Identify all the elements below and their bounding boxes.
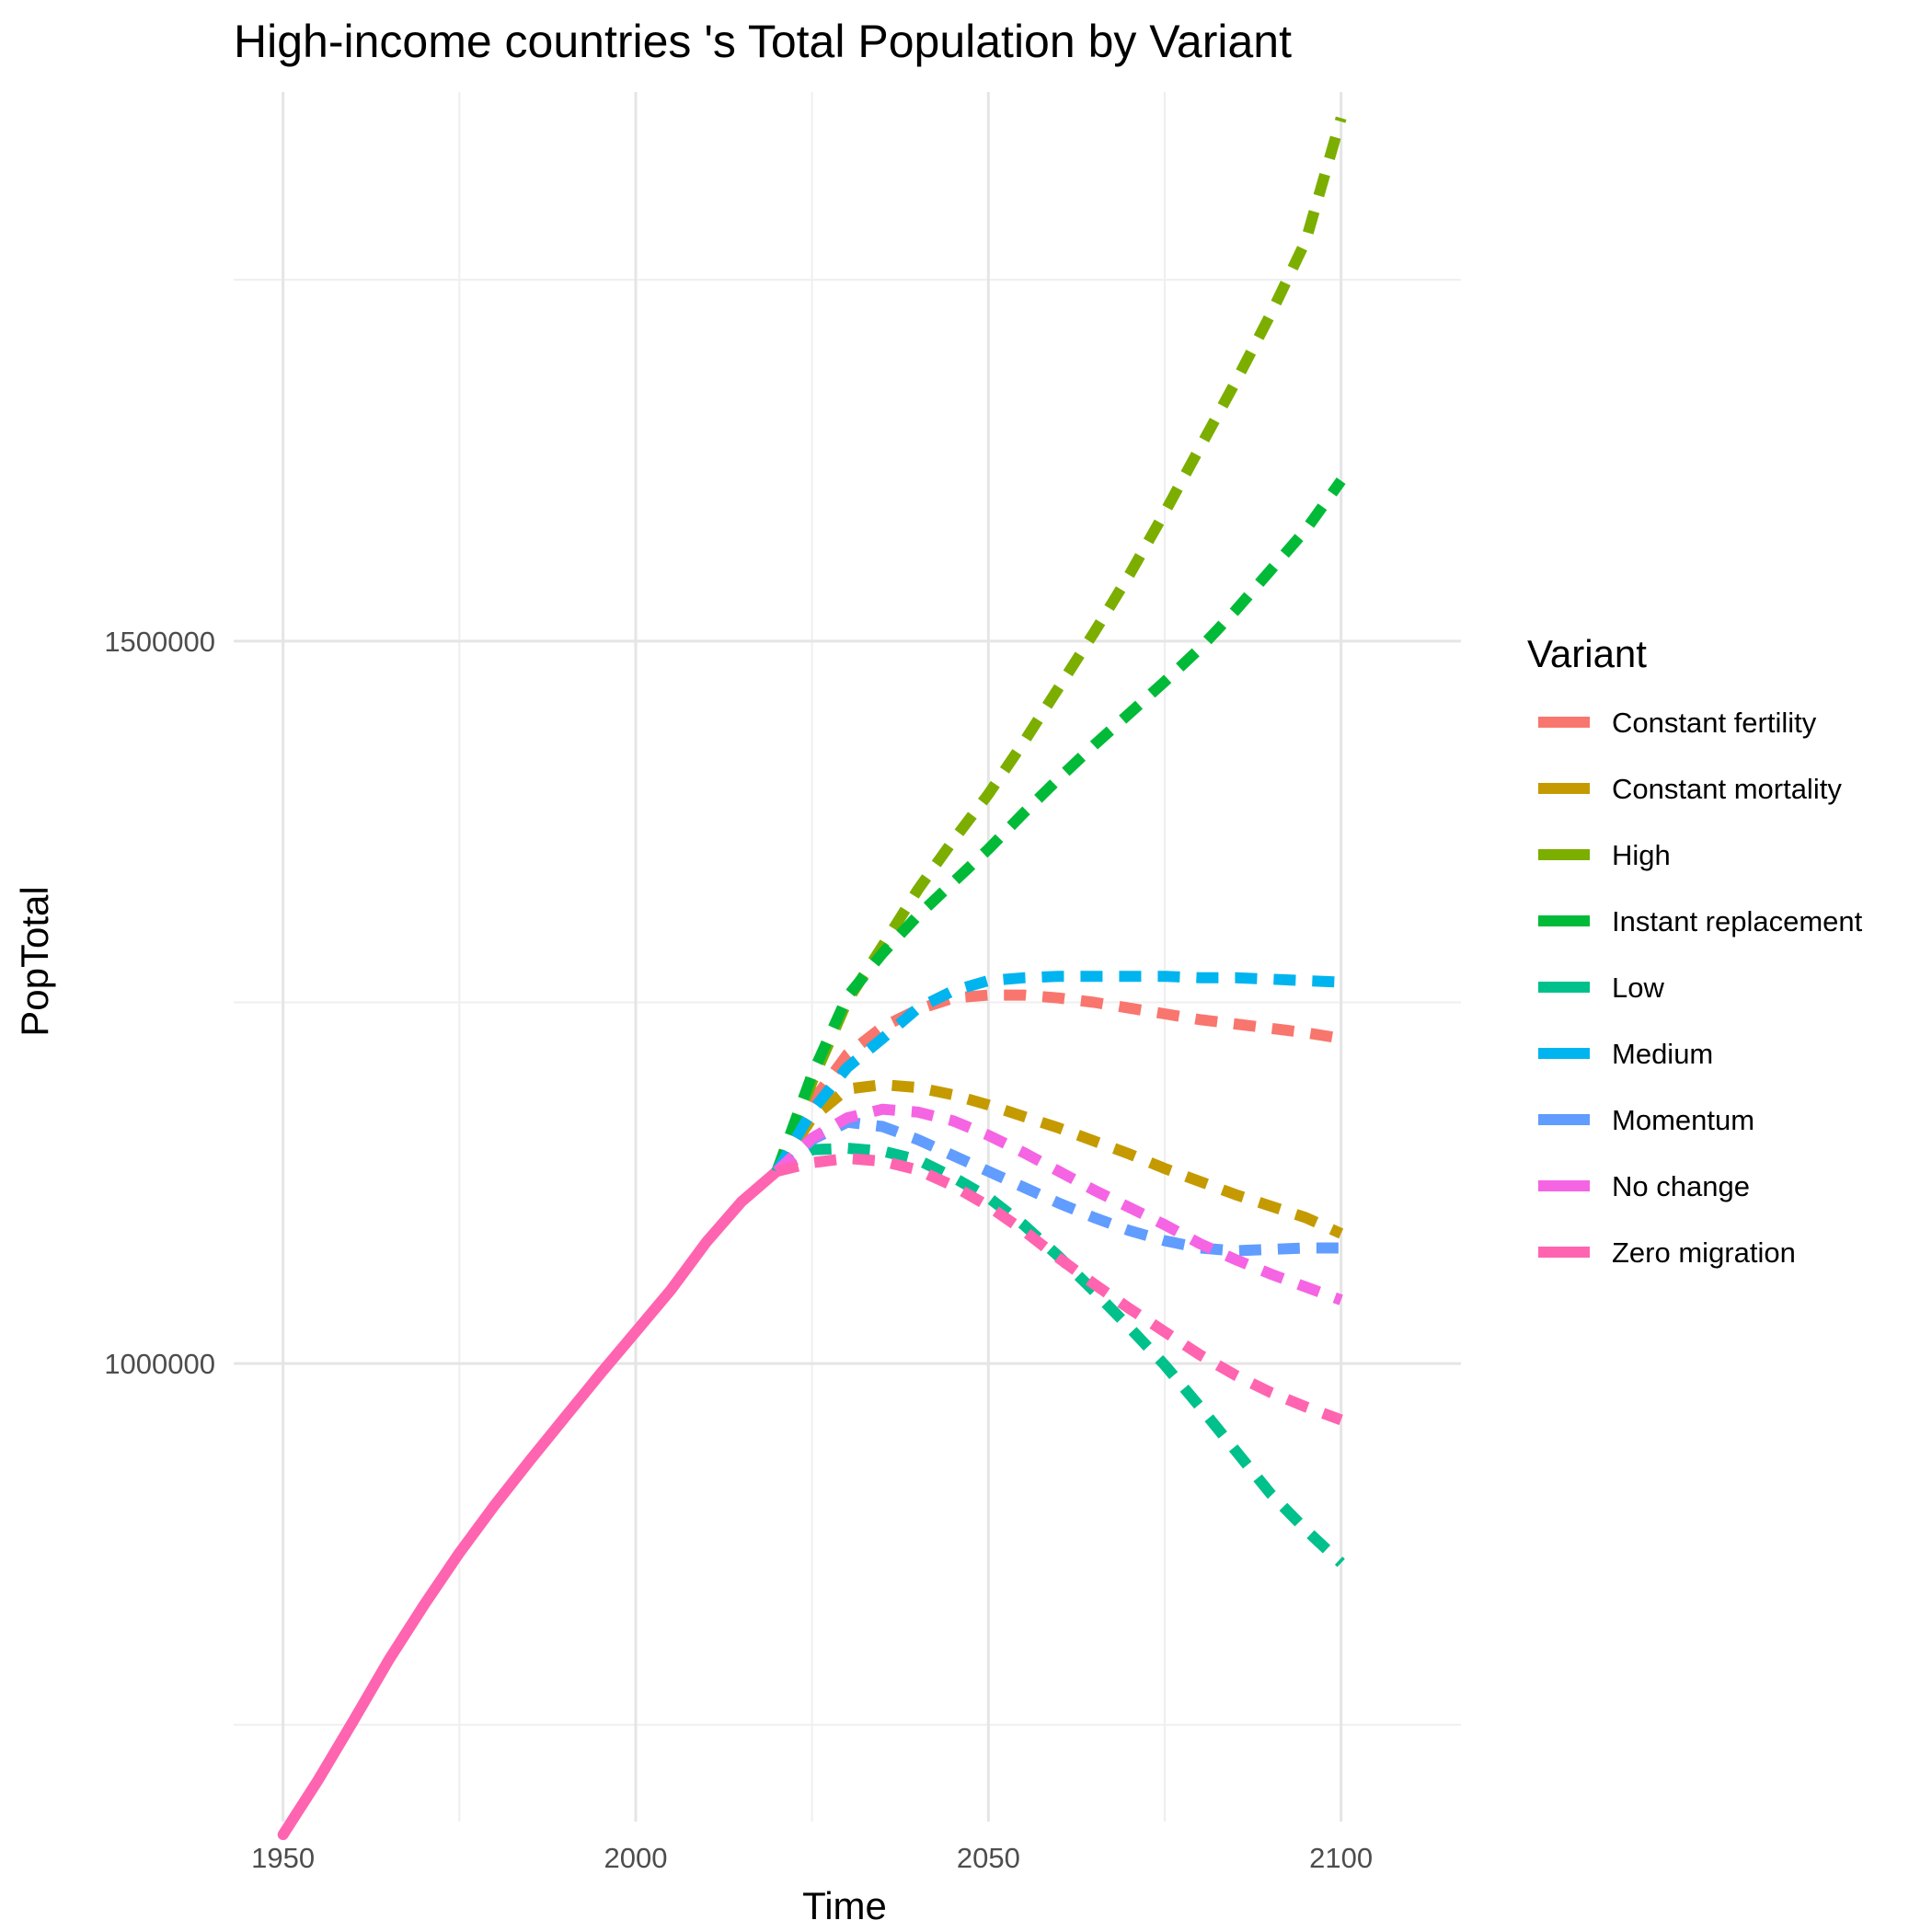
y-axis-title: PopTotal <box>13 886 56 1036</box>
legend-label: Medium <box>1612 1038 1713 1070</box>
legend-label: Instant replacement <box>1612 905 1863 937</box>
series-line-constant-mortality <box>772 1079 1344 1239</box>
chart-title: High-income countries 's Total Populatio… <box>234 16 1292 67</box>
x-axis-title: Time <box>802 1884 887 1927</box>
series-layer <box>771 116 1347 1568</box>
x-axis-ticks: 1950 2000 2050 2100 <box>251 1842 1373 1874</box>
series-line-constant-fertility <box>771 989 1342 1174</box>
legend: Variant Constant fertility Constant morta… <box>1527 632 1863 1269</box>
x-tick-label: 2050 <box>957 1842 1020 1874</box>
series-line-medium <box>772 971 1341 1175</box>
legend-label: No change <box>1612 1170 1750 1202</box>
legend-label: High <box>1612 839 1671 871</box>
series-line-no-change <box>773 1103 1343 1305</box>
y-axis-ticks: 1000000 1500000 <box>104 626 215 1380</box>
series-line-low <box>774 1143 1345 1568</box>
historical-layer <box>277 1166 783 1841</box>
series-line-momentum <box>773 1116 1341 1257</box>
legend-items: Constant fertility Constant mortality High… <box>1538 707 1863 1269</box>
historical-line <box>277 1166 783 1841</box>
x-tick-label: 2100 <box>1309 1842 1373 1874</box>
legend-label: Low <box>1612 972 1664 1004</box>
legend-title: Variant <box>1527 632 1647 675</box>
gridlines <box>234 92 1461 1822</box>
x-tick-label: 1950 <box>251 1842 315 1874</box>
legend-label: Constant mortality <box>1612 773 1842 805</box>
y-tick-label: 1000000 <box>104 1348 215 1380</box>
series-line-zero-migration <box>775 1153 1343 1426</box>
series-line-instant-replacement <box>771 477 1346 1174</box>
series-line-high <box>771 116 1347 1174</box>
legend-label: Zero migration <box>1612 1236 1796 1269</box>
x-tick-label: 2000 <box>604 1842 668 1874</box>
legend-label: Momentum <box>1612 1104 1754 1136</box>
legend-label: Constant fertility <box>1612 707 1817 739</box>
y-tick-label: 1500000 <box>104 626 215 658</box>
